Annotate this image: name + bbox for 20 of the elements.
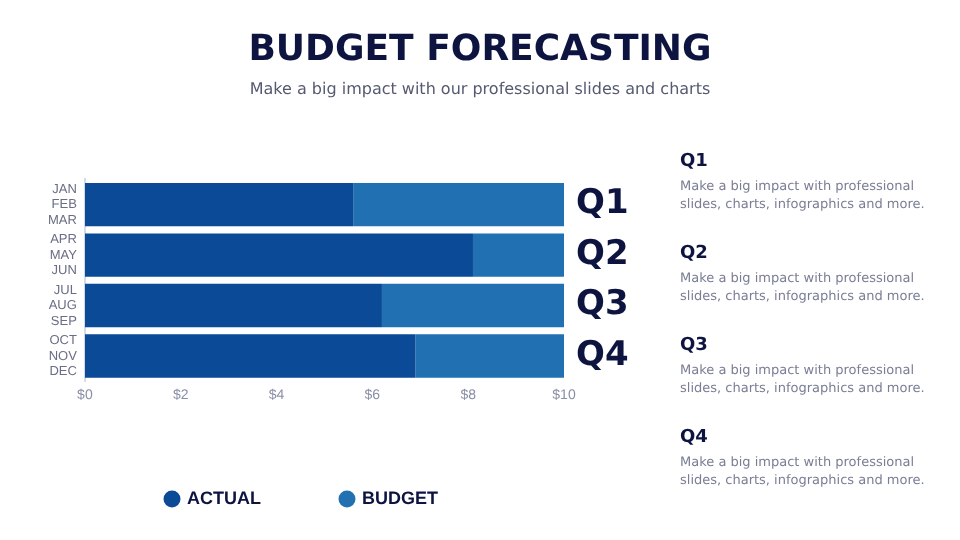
bar	[472, 233, 564, 277]
text: Q2	[680, 243, 710, 264]
text: Q3	[680, 335, 710, 356]
text: Q1	[680, 152, 710, 172]
legend-label: BUDGET	[361, 487, 439, 508]
bar	[84, 182, 354, 227]
chart-subtitle: Make a big impact with our professional slides and charts	[247, 80, 713, 98]
bar	[381, 283, 564, 328]
bar	[84, 283, 382, 328]
chart-title: BUDGET FORECASTING	[246, 28, 714, 70]
text: Q1	[576, 183, 629, 224]
bar	[415, 334, 564, 378]
text: Q3	[576, 284, 629, 325]
bar	[84, 334, 416, 378]
text: Q4	[576, 334, 629, 375]
text: Q4	[680, 427, 710, 448]
legend-label: ACTUAL	[187, 487, 262, 508]
text: Q2	[576, 233, 629, 274]
bar	[353, 182, 564, 227]
bar	[84, 233, 473, 277]
